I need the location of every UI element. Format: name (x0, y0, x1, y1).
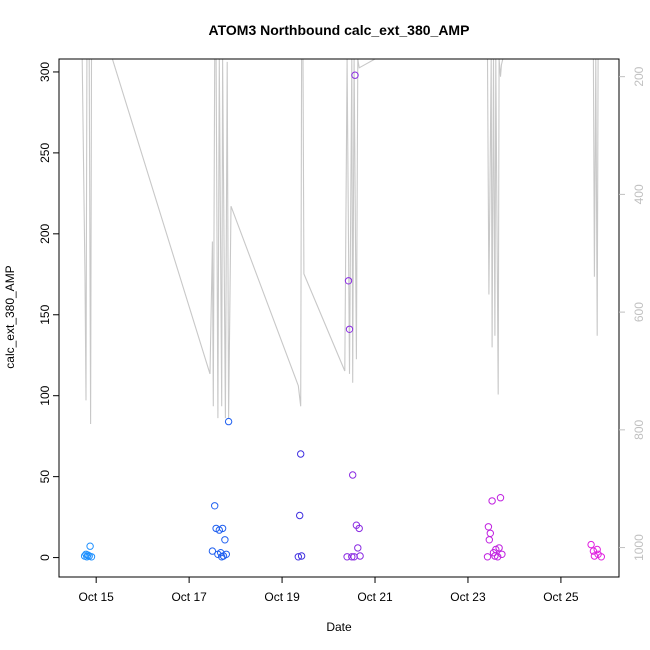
y-tick-label: 250 (38, 143, 52, 163)
data-point (222, 550, 231, 558)
plot-area: Oct 15 Oct 17 Oct 19 Oct 21 Oct 23 Oct 25 0 50 1… (38, 58, 646, 604)
data-point (87, 553, 96, 561)
right-y-tick-label: 1000 (632, 534, 646, 561)
y-tick-label: 150 (38, 304, 52, 324)
right-y-tick-label: 800 (632, 420, 646, 440)
y-tick-label: 200 (38, 223, 52, 243)
data-point (351, 71, 359, 79)
data-point (498, 550, 506, 558)
data-point (297, 552, 306, 560)
x-tick-label: Oct 25 (543, 590, 579, 604)
data-point (590, 552, 599, 560)
data-point (587, 540, 595, 549)
data-point (496, 494, 505, 502)
data-point (356, 552, 364, 560)
data-point (485, 536, 493, 544)
data-point (343, 553, 351, 561)
right-y-tick-label: 200 (632, 66, 646, 86)
data-point (221, 536, 229, 544)
y-tick-label: 100 (38, 385, 52, 405)
y-axis-title: calc_ext_380_AMP (3, 265, 17, 368)
right-y-tick-label: 600 (632, 302, 646, 322)
y-tick-label: 300 (38, 62, 52, 82)
x-tick-label: Oct 17 (171, 590, 207, 604)
line-series-0 (81, 59, 601, 425)
data-point (494, 553, 502, 561)
data-point (344, 277, 353, 285)
data-point (294, 553, 302, 561)
data-point (348, 553, 356, 561)
data-point (486, 529, 494, 537)
data-point (296, 511, 304, 520)
data-point (208, 547, 217, 555)
right-y-tick-label: 400 (632, 184, 646, 204)
data-point (354, 544, 362, 552)
chart-title: ATOM3 Northbound calc_ext_380_AMP (209, 22, 470, 38)
x-tick-label: Oct 15 (78, 590, 114, 604)
x-tick-label: Oct 19 (264, 590, 300, 604)
plot-frame (58, 58, 620, 578)
data-point (597, 553, 605, 561)
data-point (593, 545, 601, 554)
data-point (495, 544, 503, 552)
data-point (488, 497, 496, 505)
y-tick-label: 50 (38, 470, 52, 484)
data-point (211, 502, 219, 510)
x-axis-title: Date (326, 620, 352, 634)
x-tick-label: Oct 23 (450, 590, 486, 604)
data-point (345, 325, 354, 333)
data-point (84, 551, 92, 559)
y-tick-label: 0 (38, 554, 52, 561)
data-point (484, 523, 493, 531)
data-point (483, 553, 492, 561)
data-point (86, 542, 94, 550)
data-point (224, 417, 233, 426)
data-point (349, 471, 357, 479)
data-point (355, 524, 363, 533)
x-tick-label: Oct 21 (357, 590, 393, 604)
data-point (297, 450, 305, 458)
data-point (218, 524, 227, 533)
